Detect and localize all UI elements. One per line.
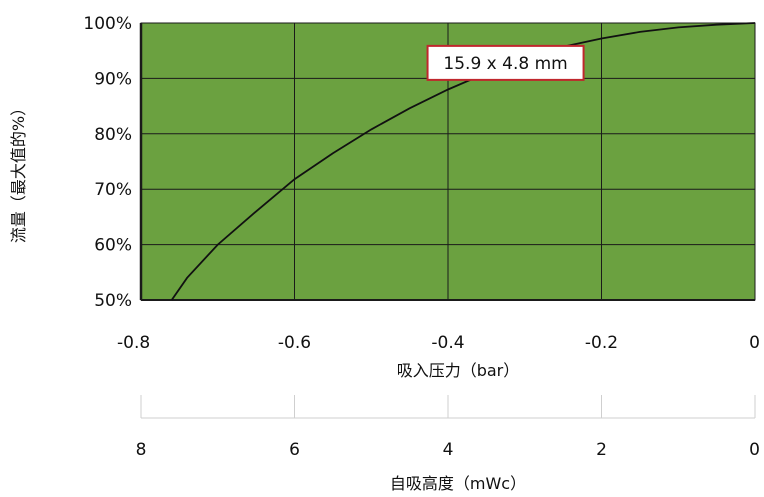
- secondary-axis-tick-label: 6: [289, 440, 300, 460]
- x-axis-title: 吸入压力（bar）: [397, 361, 520, 380]
- y-axis-ticks: 50% 60% 70% 80% 90% 100%: [83, 14, 132, 311]
- x-tick-label: -0.2: [585, 333, 618, 353]
- y-tick-label: 70%: [94, 180, 132, 200]
- x-tick-label: -0.8: [117, 333, 150, 353]
- annotation-label: 15.9 x 4.8 mm: [443, 54, 567, 74]
- y-axis-title: 流量（最大值的%）: [9, 100, 28, 243]
- flow-curve-line: [170, 22, 756, 301]
- secondary-axis-title: 自吸高度（mWc）: [390, 474, 526, 493]
- y-tick-label: 60%: [94, 236, 132, 256]
- secondary-axis-tick-label: 0: [749, 440, 760, 460]
- x-tick-label: -0.6: [278, 333, 311, 353]
- y-tick-label: 100%: [83, 14, 132, 34]
- secondary-axis: 8 6 4 2 0: [136, 395, 760, 460]
- x-axis-ticks: -0.8 -0.6 -0.4 -0.2 0: [117, 333, 760, 353]
- y-tick-label: 90%: [94, 69, 132, 89]
- secondary-axis-tick-label: 4: [443, 440, 454, 460]
- y-tick-label: 80%: [94, 125, 132, 145]
- annotation-group: 15.9 x 4.8 mm: [426, 44, 585, 81]
- y-tick-label: 50%: [94, 291, 132, 311]
- x-tick-label: -0.4: [431, 333, 464, 353]
- secondary-axis-tick-label: 2: [596, 440, 607, 460]
- x-tick-label: 0: [749, 333, 760, 353]
- secondary-axis-tick-label: 8: [136, 440, 147, 460]
- annotation-box: [426, 44, 585, 81]
